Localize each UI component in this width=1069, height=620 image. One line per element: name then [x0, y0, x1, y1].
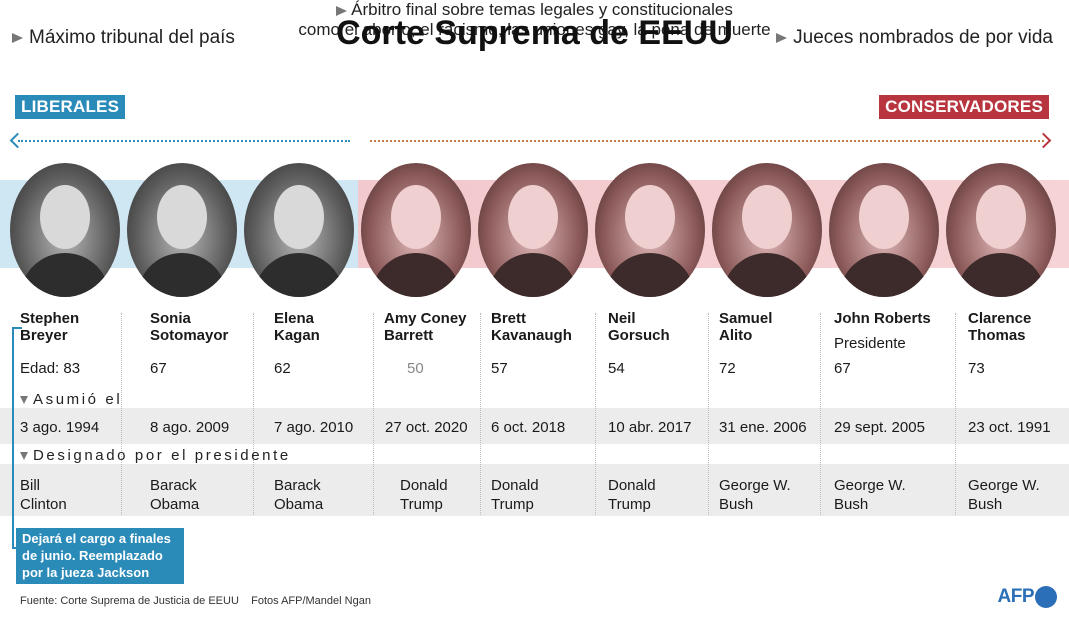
feature-left: Máximo tribunal del país — [12, 27, 235, 49]
note-leader-line — [12, 327, 22, 549]
photo-barrett — [361, 163, 471, 297]
column-separator — [480, 313, 481, 515]
justice-date: 6 oct. 2018 — [491, 419, 566, 436]
justice-age: Edad: 83 — [20, 360, 81, 377]
page-title: Corte Suprema de EEUU — [336, 14, 733, 52]
photo-gorsuch — [595, 163, 705, 297]
justice-name: Brett Kavanaugh — [491, 310, 572, 344]
justice-president: George W. Bush — [968, 477, 1040, 513]
justice-age: 62 — [274, 360, 291, 377]
column-separator — [955, 313, 956, 515]
justice-date: 31 ene. 2006 — [719, 419, 807, 436]
justice-date: 29 sept. 2005 — [834, 419, 925, 436]
justice-age: 54 — [608, 360, 625, 377]
justice-date: 10 abr. 2017 — [608, 419, 692, 436]
photo-thomas — [946, 163, 1056, 297]
triangle-down-icon — [20, 395, 28, 404]
feature-center-line1: Árbitro final sobre temas legales y cons… — [351, 0, 733, 19]
justice-age: 67 — [150, 360, 167, 377]
section-asumio-text: Asumió el — [33, 391, 123, 408]
column-separator — [820, 313, 821, 515]
justice-president: George W. Bush — [719, 477, 791, 513]
column-separator — [373, 313, 374, 515]
justice-age: 50 — [407, 360, 424, 377]
justice-date: 23 oct. 1991 — [968, 419, 1051, 436]
justice-name: Samuel Alito — [719, 310, 773, 344]
justice-president: Donald Trump — [608, 477, 656, 513]
justice-president: Donald Trump — [491, 477, 539, 513]
section-label-asumio: Asumió el — [20, 391, 122, 408]
justice-name: Neil Gorsuch — [608, 310, 670, 344]
justice-president: Barack Obama — [274, 477, 324, 513]
afp-dot-icon — [1035, 586, 1057, 608]
justice-date: 3 ago. 1994 — [20, 419, 100, 436]
justice-age: 67 — [834, 360, 851, 377]
justice-role: Presidente — [834, 335, 906, 352]
justice-president: Barack Obama — [150, 477, 200, 513]
justice-date: 8 ago. 2009 — [150, 419, 230, 436]
photo-roberts — [829, 163, 939, 297]
section-designado-text: Designado por el presidente — [33, 447, 291, 464]
justice-date: 7 ago. 2010 — [274, 419, 354, 436]
section-label-designado: Designado por el presidente — [20, 447, 291, 464]
photo-breyer — [10, 163, 120, 297]
triangle-down-icon — [20, 451, 28, 460]
column-separator — [121, 313, 122, 515]
liberal-arrow-icon — [18, 140, 350, 142]
feature-center: Árbitro final sobre temas legales y cons… — [0, 0, 1069, 40]
photo-alito — [712, 163, 822, 297]
triangle-icon — [776, 33, 788, 43]
justice-president: George W. Bush — [834, 477, 906, 513]
liberal-tag: LIBERALES — [15, 95, 126, 119]
afp-logo: AFP — [997, 586, 1057, 608]
justice-age: 72 — [719, 360, 736, 377]
justice-name: Stephen Breyer — [20, 310, 80, 344]
conservative-arrow-icon — [370, 140, 1044, 142]
justice-name: Amy Coney Barrett — [384, 310, 467, 344]
feature-right-text: Jueces nombrados de por vida — [793, 27, 1053, 48]
triangle-icon — [12, 33, 23, 43]
breyer-note: Dejará el cargo a finales de junio. Reem… — [16, 528, 184, 584]
justice-age: 73 — [968, 360, 985, 377]
justice-president: Bill Clinton — [20, 477, 67, 513]
conservative-tag: CONSERVADORES — [879, 95, 1049, 119]
justice-name: Sonia Sotomayor — [150, 310, 229, 344]
feature-right: Jueces nombrados de por vida — [776, 27, 1053, 49]
justice-name: Elena Kagan — [274, 310, 320, 344]
afp-logo-text: AFP — [997, 586, 1035, 607]
justice-name: John Roberts — [834, 310, 931, 327]
justice-name: Clarence Thomas — [968, 310, 1032, 344]
column-separator — [708, 313, 709, 515]
photo-kavanaugh — [478, 163, 588, 297]
justice-date: 27 oct. 2020 — [385, 419, 468, 436]
column-separator — [595, 313, 596, 515]
president-row-background — [0, 464, 1069, 516]
dates-row-background — [0, 408, 1069, 444]
triangle-icon — [336, 5, 348, 16]
justice-age: 57 — [491, 360, 508, 377]
photo-sotomayor — [127, 163, 237, 297]
source-credit: Fuente: Corte Suprema de Justicia de EEU… — [20, 595, 371, 607]
feature-left-text: Máximo tribunal del país — [29, 27, 235, 48]
photo-kagan — [244, 163, 354, 297]
justice-president: Donald Trump — [400, 477, 448, 513]
column-separator — [253, 313, 254, 515]
feature-center-line2: como el aborto, el racismo, las uniones … — [298, 20, 771, 39]
